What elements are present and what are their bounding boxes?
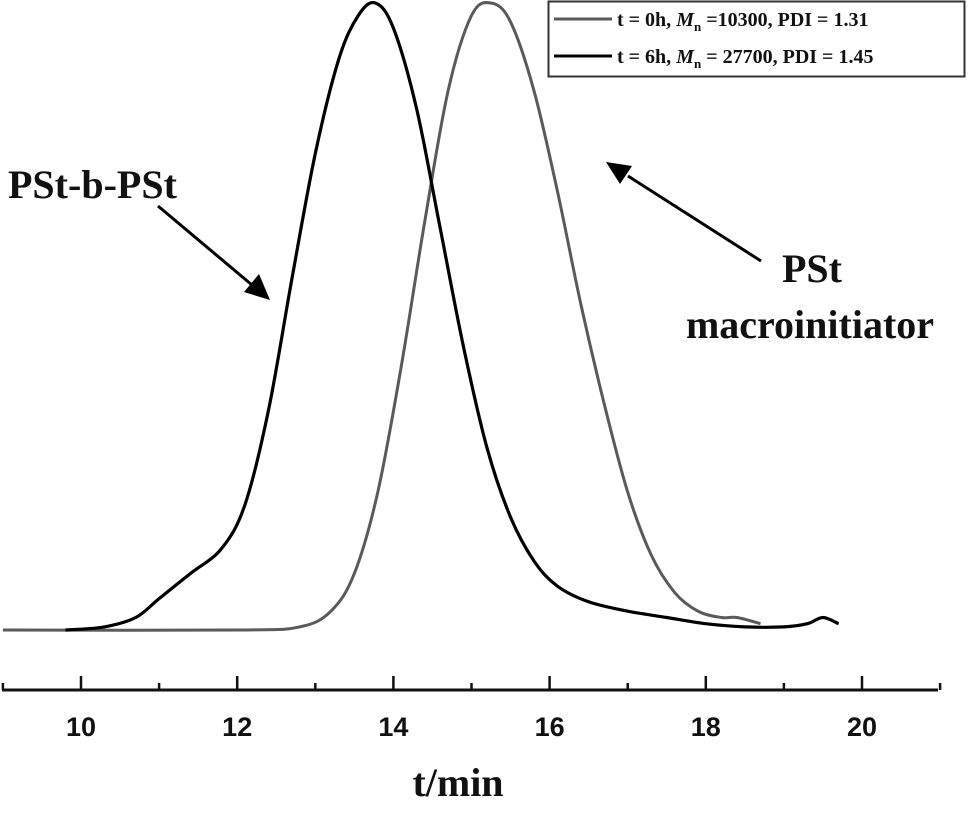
x-tick-label: 16 bbox=[535, 712, 565, 742]
arrow-line-macro bbox=[627, 174, 762, 263]
legend-label: t = 0h, Mn =10300, PDI = 1.31 bbox=[617, 9, 868, 34]
annotation-block-copolymer: PSt-b-PSt bbox=[8, 162, 270, 300]
x-tick-label: 20 bbox=[847, 712, 877, 742]
curve-t0h bbox=[2, 0, 761, 632]
legend-label: t = 6h, Mn = 27700, PDI = 1.45 bbox=[617, 46, 873, 71]
annotation-macroinitiator: PSt macroinitiator bbox=[606, 162, 934, 347]
plot-curves bbox=[2, 0, 840, 632]
legend: t = 0h, Mn =10300, PDI = 1.31 t = 6h, Mn … bbox=[547, 0, 966, 78]
x-tick-label: 12 bbox=[222, 712, 252, 742]
annotation-text-macro-line2: macroinitiator bbox=[686, 302, 934, 347]
x-axis-label: t/min bbox=[412, 760, 503, 805]
x-tick-label: 18 bbox=[691, 712, 721, 742]
x-axis-ticks bbox=[1, 676, 942, 690]
x-tick-label: 10 bbox=[66, 712, 96, 742]
arrow-line-block bbox=[157, 204, 253, 287]
annotation-text-macro-line1: PSt bbox=[782, 246, 843, 291]
x-axis-tick-labels: 10 12 14 16 18 20 bbox=[66, 712, 877, 742]
x-tick-label: 14 bbox=[378, 712, 408, 742]
legend-box bbox=[547, 0, 966, 78]
arrow-head-block-icon bbox=[244, 274, 270, 300]
x-axis: 10 12 14 16 18 20 t/min bbox=[1, 676, 942, 805]
curve-t6h bbox=[65, 0, 840, 632]
arrow-head-macro-icon bbox=[606, 162, 632, 184]
annotation-text-block: PSt-b-PSt bbox=[8, 162, 178, 207]
